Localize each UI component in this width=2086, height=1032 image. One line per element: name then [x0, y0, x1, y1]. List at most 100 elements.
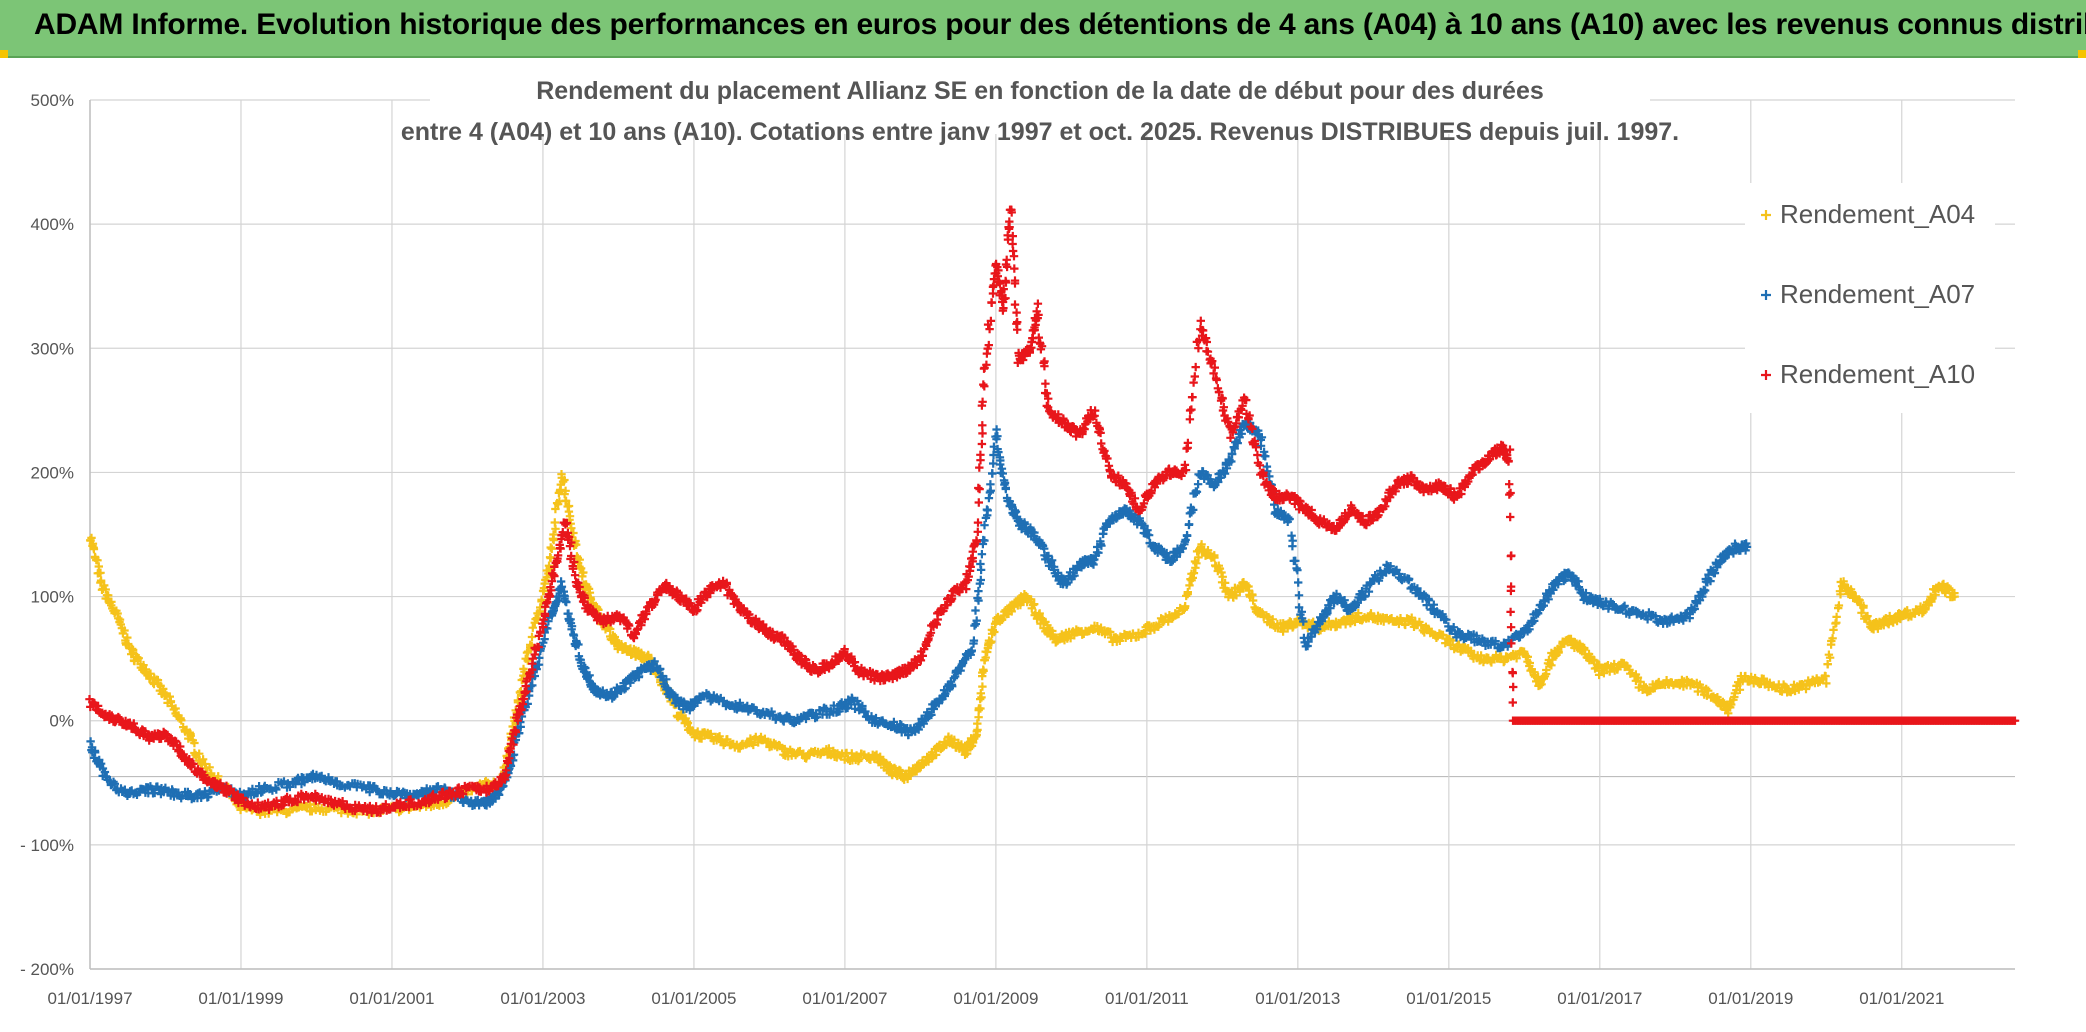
data-point-marker [876, 752, 885, 761]
data-point-marker [567, 622, 577, 631]
data-point-marker [1704, 686, 1713, 695]
data-point-marker [551, 524, 560, 533]
data-point-marker [981, 653, 990, 662]
data-point-marker [129, 719, 138, 728]
data-point-marker [641, 607, 651, 616]
data-point-marker [1417, 620, 1426, 630]
data-point-marker [1219, 403, 1228, 412]
data-point-marker [973, 518, 983, 527]
data-point-marker [523, 656, 532, 665]
data-point-marker [571, 540, 581, 549]
data-point-marker [1182, 531, 1192, 541]
data-point-marker [562, 518, 572, 528]
data-point-marker [1291, 556, 1300, 565]
data-point-marker [1270, 486, 1279, 496]
data-point-marker [1196, 316, 1205, 325]
data-point-marker [552, 597, 561, 607]
data-point-marker [1217, 568, 1226, 577]
data-point-marker [1203, 347, 1213, 356]
data-point-marker [150, 788, 159, 798]
data-point-marker [640, 615, 649, 624]
data-point-marker [547, 544, 556, 553]
data-point-marker [458, 789, 468, 799]
data-point-marker [1097, 541, 1106, 550]
data-point-marker [1184, 520, 1194, 529]
data-point-marker [214, 772, 223, 781]
data-point-marker [964, 572, 973, 581]
data-point-marker [977, 550, 987, 559]
data-point-marker [1505, 480, 1514, 489]
data-point-marker [124, 639, 133, 649]
x-tick-label: 01/01/1999 [198, 989, 283, 1008]
data-point-marker [1212, 375, 1221, 385]
data-point-marker [1130, 494, 1140, 503]
data-point-marker [567, 538, 576, 547]
data-point-marker [575, 555, 584, 564]
data-point-marker [1220, 469, 1230, 478]
data-point-marker [1257, 433, 1267, 442]
data-point-marker [1202, 337, 1211, 347]
data-point-marker [1010, 279, 1020, 288]
data-point-marker [272, 785, 281, 794]
data-point-marker [1401, 620, 1410, 630]
y-tick-label: 0% [49, 712, 74, 731]
data-point-marker [1449, 623, 1458, 632]
data-point-marker [550, 562, 559, 572]
chart-title-line2: entre 4 (A04) et 10 ans (A10). Cotations… [401, 118, 1679, 146]
data-point-marker [978, 421, 987, 430]
data-point-marker [1508, 698, 1517, 707]
data-point-marker [1362, 520, 1371, 530]
data-point-marker [634, 672, 644, 681]
data-point-marker [1382, 560, 1391, 570]
data-point-marker [1343, 614, 1352, 623]
data-point-marker [1042, 401, 1051, 411]
axis-tick-labels: 500%400%300%200%100%0%- 100%- 200%01/01/… [20, 91, 1944, 1008]
data-point-marker [549, 535, 558, 545]
data-point-marker [996, 456, 1005, 465]
data-point-marker [1294, 591, 1304, 600]
data-point-marker [1506, 586, 1516, 596]
data-point-marker [1706, 576, 1715, 586]
data-point-marker [100, 581, 109, 590]
data-point-marker [569, 631, 579, 640]
data-point-marker [990, 627, 999, 637]
data-point-marker [656, 664, 665, 674]
data-point-marker [1361, 591, 1370, 601]
data-point-marker [918, 651, 927, 660]
data-point-marker [706, 588, 715, 598]
data-point-marker [1288, 536, 1297, 545]
data-point-marker [980, 521, 989, 530]
data-point-marker [120, 626, 129, 635]
data-point-marker [1294, 578, 1303, 587]
data-point-marker [1259, 471, 1268, 481]
data-point-marker [1008, 231, 1017, 241]
data-point-marker [538, 622, 548, 632]
data-point-marker [1525, 625, 1534, 634]
y-tick-label: 400% [31, 215, 74, 234]
data-point-marker [258, 787, 267, 796]
data-point-marker [1096, 428, 1105, 438]
data-point-marker [1903, 606, 1912, 615]
data-point-marker [1198, 326, 1208, 335]
data-point-marker [475, 783, 484, 792]
data-point-marker [1825, 653, 1835, 662]
data-point-marker [1395, 569, 1404, 579]
data-point-marker [1256, 441, 1266, 450]
data-point-marker [1034, 310, 1043, 320]
data-point-marker [1507, 639, 1516, 648]
data-point-marker [995, 279, 1005, 288]
data-point-marker [1209, 369, 1218, 378]
data-point-marker [1237, 429, 1246, 438]
x-tick-label: 01/01/2001 [349, 989, 434, 1008]
data-point-marker [104, 591, 113, 600]
data-point-marker [545, 564, 554, 573]
data-point-marker [1857, 608, 1866, 617]
data-point-marker [186, 731, 195, 740]
data-point-marker [919, 719, 928, 728]
chart-grid [89, 99, 2015, 970]
data-point-marker [983, 506, 992, 515]
data-point-marker [998, 469, 1007, 478]
data-point-marker [583, 600, 592, 609]
data-point-marker [1261, 452, 1270, 461]
data-point-marker [1508, 669, 1517, 678]
